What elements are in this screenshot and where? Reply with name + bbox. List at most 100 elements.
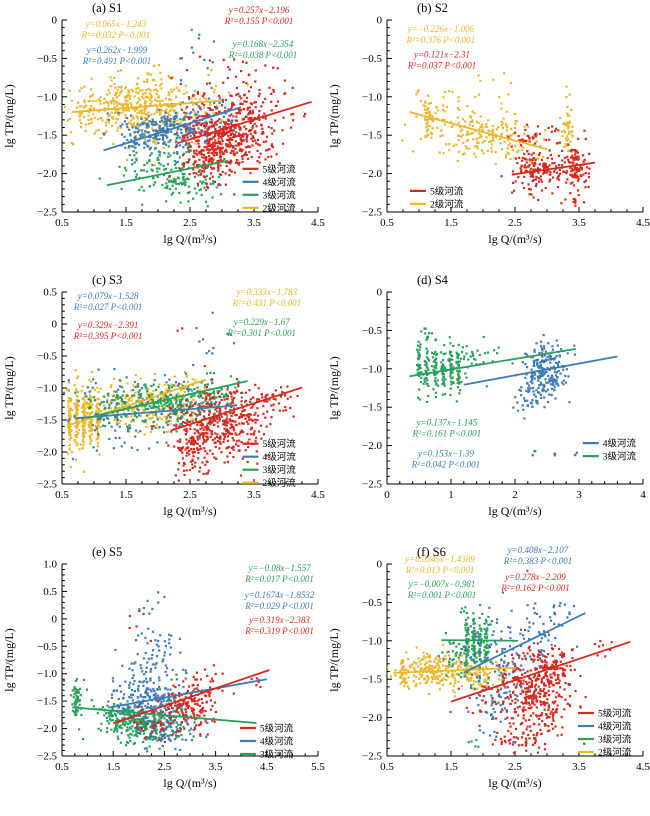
legend-label-grade2: 2级河流 <box>263 477 297 489</box>
y-tick-label: −2.5 <box>37 751 57 763</box>
y-tick-label: −2.0 <box>362 440 382 452</box>
x-tick-label: 2.5 <box>508 217 522 229</box>
x-tick-label: 4.5 <box>311 217 325 229</box>
series-grade2-points <box>401 72 574 166</box>
panel-e-svg: 0.5 1.5 2.5 3.5 4.5 5.5 1.0 0.5 0 −0.5 −1.0 −1.5 −2.… <box>2 545 325 790</box>
x-tick-label: 3 <box>576 489 582 501</box>
axes <box>61 563 319 757</box>
series-grade5-points <box>168 55 307 196</box>
legend-label-grade4: 4级河流 <box>263 451 297 463</box>
y-tick-label: −1.5 <box>362 402 382 414</box>
x-tick-label: 4.5 <box>636 217 650 229</box>
panel-d: 0 1 2 3 4 0 −0.5 −1.0 −1.5 −2.0 −2.5 y=0.137x−1.145… <box>325 272 650 544</box>
y-axis-label: lg TP/(mg/L) <box>327 356 341 419</box>
x-tick-label: 3.5 <box>247 489 261 501</box>
axes <box>61 19 319 213</box>
y-tick-label: −2.5 <box>37 479 57 491</box>
y-tick-label: −2.5 <box>37 207 57 219</box>
svg-text:y=0.229x−1.67: y=0.229x−1.67 <box>233 317 291 327</box>
y-tick-label: −2.0 <box>362 712 382 724</box>
x-tick-label: 3.5 <box>572 761 586 773</box>
axes <box>386 291 644 485</box>
svg-text:R²=0.042 P<0.001: R²=0.042 P<0.001 <box>411 459 481 469</box>
tick-labels: 0.5 1.5 2.5 3.5 4.5 0 −0.5 −1.0 −1.5 −2.0 −2.5 <box>362 559 650 774</box>
regression-line-grade2 <box>71 99 223 114</box>
regression-line-grade3 <box>106 159 229 187</box>
svg-text:R²=0.027 P<0.001: R²=0.027 P<0.001 <box>73 302 143 312</box>
regression-line-grade5 <box>176 100 312 145</box>
x-axis-label: lg Q/(m³/s) <box>488 232 541 246</box>
y-tick-label: −0.5 <box>362 325 382 337</box>
x-tick-label: 1.5 <box>106 761 120 773</box>
y-tick-label: −1.5 <box>37 696 57 708</box>
axes <box>386 563 644 757</box>
svg-text:y=0.262x−1.999: y=0.262x−1.999 <box>86 45 148 55</box>
svg-text:y=0.153x−1.39: y=0.153x−1.39 <box>417 448 475 458</box>
y-tick-label: 0 <box>377 559 383 571</box>
y-axis-label: lg TP/(mg/L) <box>2 356 16 419</box>
series-grade3-points <box>415 327 500 403</box>
y-tick-label: −1.0 <box>37 91 57 103</box>
x-tick-label: 3.5 <box>572 217 586 229</box>
legend-label-grade3: 3级河流 <box>603 451 637 463</box>
y-tick-label: −1.0 <box>362 635 382 647</box>
y-tick-label: 0.5 <box>43 287 57 299</box>
panel-a-svg: 0.5 1.5 2.5 3.5 4.5 0 −0.5 −1.0 −1.5 −2.0 −2.5 y=0.… <box>2 1 325 246</box>
legend-label-grade2: 2级河流 <box>430 198 464 210</box>
x-tick-label: 3.5 <box>209 761 223 773</box>
regression-line-grade3 <box>441 639 519 642</box>
legend-label-grade4: 4级河流 <box>263 176 297 188</box>
svg-text:R²=0.491 P<0.001: R²=0.491 P<0.001 <box>82 56 152 66</box>
legend-label-grade2: 2级河流 <box>598 747 632 759</box>
x-axis-label: lg Q/(m³/s) <box>163 504 216 518</box>
y-tick-label: 0 <box>377 287 383 299</box>
panel-a: 0.5 1.5 2.5 3.5 4.5 0 −0.5 −1.0 −1.5 −2.0 −2.5 y=0.… <box>0 0 325 272</box>
x-tick-label: 2.5 <box>183 489 197 501</box>
regression-line-grade3 <box>409 348 576 378</box>
panel-title: (f) S6 <box>417 545 446 559</box>
regression-line-grade2 <box>393 667 516 674</box>
regression-line-grade4 <box>74 404 235 420</box>
regression-line-grade4 <box>463 612 586 674</box>
svg-text:R²=0.376 P<0.001: R²=0.376 P<0.001 <box>406 35 476 45</box>
regression-line-grade5 <box>450 640 631 703</box>
y-tick-label: −2.0 <box>37 447 57 459</box>
y-tick-label: −1.5 <box>37 415 57 427</box>
y-tick-label: −2.5 <box>362 207 382 219</box>
y-tick-label: −0.5 <box>362 53 382 65</box>
legend-label-grade2: 2级河流 <box>263 202 297 214</box>
x-axis-label: lg Q/(m³/s) <box>488 776 541 790</box>
x-tick-label: 1 <box>448 489 454 501</box>
series-grade5-points <box>128 610 262 744</box>
y-tick-label: −0.5 <box>37 351 57 363</box>
y-tick-label: 0 <box>52 319 58 331</box>
x-axis-label: lg Q/(m³/s) <box>163 776 216 790</box>
svg-text:y=0.257x−2.196: y=0.257x−2.196 <box>228 5 290 15</box>
x-tick-label: 2.5 <box>508 761 522 773</box>
svg-text:R²=0.161 P<0.001: R²=0.161 P<0.001 <box>412 429 482 439</box>
y-tick-label: −1.0 <box>37 668 57 680</box>
x-tick-label: 1.5 <box>119 217 133 229</box>
legend-label-grade4: 4级河流 <box>598 721 632 733</box>
x-tick-label: 0.5 <box>55 217 69 229</box>
panel-c: 0.5 1.5 2.5 3.5 4.5 0.5 0 −0.5 −1.0 −1.5 −2.0 −2.5 y… <box>0 272 325 544</box>
x-axis-label: lg Q/(m³/s) <box>163 232 216 246</box>
svg-text:R²=0.032 P<0.001: R²=0.032 P<0.001 <box>81 30 151 40</box>
panel-title: (c) S3 <box>92 273 122 287</box>
svg-text:R²=0.038 P<0.001: R²=0.038 P<0.001 <box>228 50 298 60</box>
y-tick-label: −2.0 <box>37 723 57 735</box>
tick-labels: 0.5 1.5 2.5 3.5 4.5 0 −0.5 −1.0 −1.5 −2.0 −2.5 <box>362 15 650 230</box>
y-tick-label: −0.5 <box>37 641 57 653</box>
